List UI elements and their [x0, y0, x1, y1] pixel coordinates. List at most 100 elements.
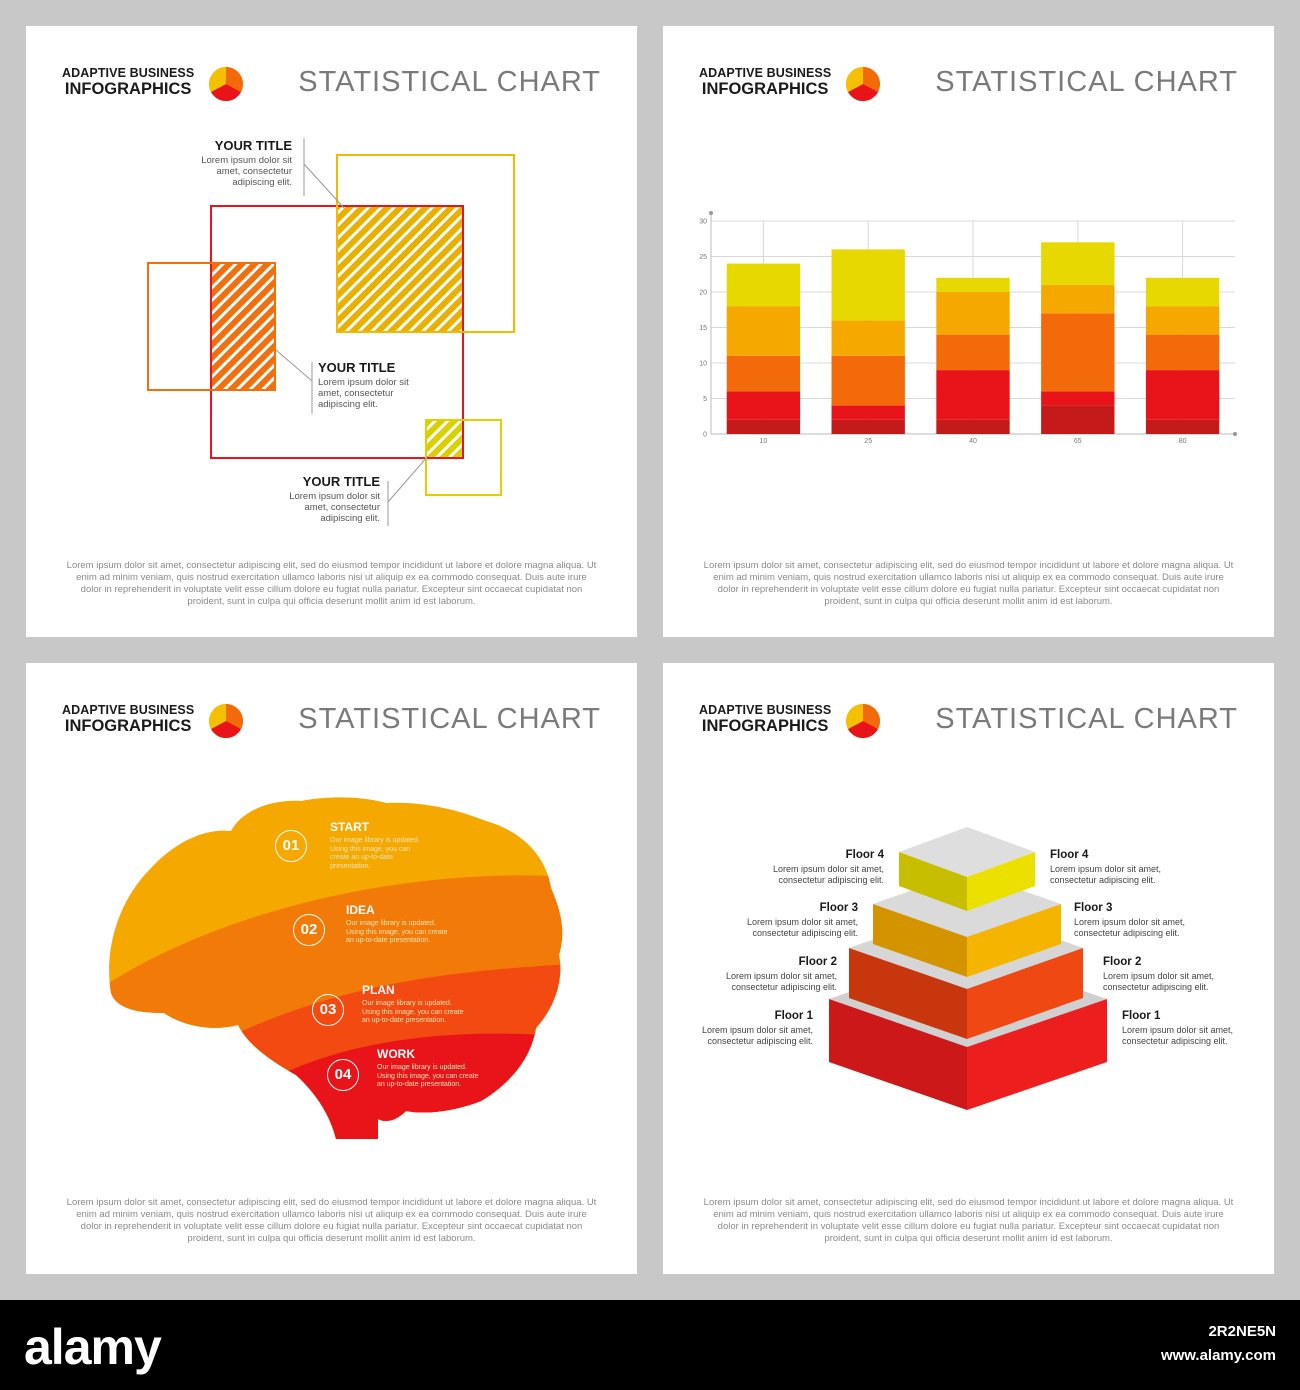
watermark-info: 2R2NE5N www.alamy.com [1161, 1320, 1276, 1368]
brand-title: ADAPTIVE BUSINESS INFOGRAPHICS [62, 703, 194, 735]
floor-2-right-label: Floor 2 [1103, 956, 1142, 968]
square-lime [425, 419, 502, 496]
bar-segment-10-2 [726, 355, 801, 392]
y-tick-label: 25 [699, 254, 707, 261]
y-tick-label: 0 [703, 432, 707, 439]
bar-segment-25-2 [831, 355, 905, 406]
bar-segment-40-2 [936, 334, 1010, 371]
step-2-label: IDEA [346, 903, 375, 917]
y-tick-label: 20 [699, 290, 707, 297]
floor-4-left-text: Lorem ipsum dolor sit amet, consectetur … [772, 864, 884, 885]
bar-segment-80-0 [1145, 419, 1220, 434]
bar-segment-80-1 [1145, 370, 1220, 420]
callout-3-text: Lorem ipsum dolor sit amet, consectetur … [289, 491, 380, 524]
watermark-band [0, 1300, 1300, 1390]
footer-text: Lorem ipsum dolor sit amet, consectetur … [66, 1197, 597, 1244]
overlap-hatch-lime [426, 420, 463, 458]
brain-diagram [109, 797, 563, 1139]
bar-segment-65-3 [1041, 284, 1115, 314]
bar-segment-10-3 [726, 306, 801, 356]
panel-overlap-squares: ADAPTIVE BUSINESS INFOGRAPHICS STATISTIC… [26, 26, 637, 637]
bar-segment-25-0 [831, 419, 905, 434]
footer-text: Lorem ipsum dolor sit amet, consectetur … [703, 1197, 1234, 1244]
callout-2-text: Lorem ipsum dolor sit amet, consectetur … [318, 377, 409, 410]
x-tick-label: 40 [969, 438, 977, 445]
watermark-site: www.alamy.com [1160, 1347, 1276, 1364]
brand-line1: ADAPTIVE BUSINESS [699, 703, 832, 717]
bar-segment-40-0 [936, 419, 1010, 434]
overlap-hatch-orange [211, 263, 275, 390]
floor-3-left-text: Lorem ipsum dolor sit amet, consectetur … [746, 917, 858, 938]
panel-stacked-bar: ADAPTIVE BUSINESS INFOGRAPHICS STATISTIC… [663, 26, 1274, 637]
brand-logo-icon [209, 67, 243, 101]
callout-3-title: YOUR TITLE [302, 474, 380, 489]
bar-segment-80-4 [1145, 277, 1220, 307]
bar-segment-40-3 [936, 292, 1010, 335]
footer-text: Lorem ipsum dolor sit amet, consectetur … [66, 560, 597, 607]
step-1-label: START [330, 820, 370, 834]
step-3-number: 03 [312, 994, 344, 1026]
step-4-number: 04 [327, 1059, 359, 1091]
brand-line2: INFOGRAPHICS [64, 80, 192, 98]
y-tick-label: 15 [699, 325, 707, 332]
x-tick-label: 25 [864, 438, 872, 445]
brand-logo-icon [209, 704, 243, 738]
floor-2-left-label: Floor 2 [798, 956, 837, 968]
watermark-logo: alamy [24, 1319, 162, 1375]
pyramid-diagram [829, 827, 1107, 1110]
y-tick-label: 10 [699, 361, 707, 368]
bar-segment-65-0 [1041, 405, 1115, 434]
floor-3-left-label: Floor 3 [819, 902, 858, 914]
bar-segment-25-4 [831, 249, 905, 321]
bar-segment-80-2 [1145, 334, 1220, 371]
bar-segment-40-4 [936, 277, 1010, 292]
floor-2-right-text: Lorem ipsum dolor sit amet, consectetur … [1103, 971, 1215, 992]
brand-line2: INFOGRAPHICS [701, 80, 829, 98]
x-tick-label: 65 [1074, 438, 1082, 445]
overlap-diagram [147, 138, 515, 526]
step-3-text: Our image library is updated. Using this… [362, 1000, 464, 1024]
page-title: STATISTICAL CHART [298, 703, 601, 735]
overlap-hatch-yellow [337, 206, 463, 331]
watermark-image-id: 2R2NE5N [1208, 1323, 1276, 1340]
brand-logo-icon [846, 67, 880, 101]
y-axis-cap [709, 211, 713, 215]
brand-logo-icon [846, 704, 880, 738]
y-tick-label: 30 [699, 219, 707, 226]
brand-line1: ADAPTIVE BUSINESS [699, 66, 832, 80]
floor-3-right-text: Lorem ipsum dolor sit amet, consectetur … [1074, 917, 1186, 938]
brand-line2: INFOGRAPHICS [64, 717, 192, 735]
floor-4-right-text: Lorem ipsum dolor sit amet, consectetur … [1050, 864, 1162, 885]
floor-4-left-label: Floor 4 [845, 849, 884, 861]
page-title: STATISTICAL CHART [298, 66, 601, 98]
page-title: STATISTICAL CHART [935, 66, 1238, 98]
step-1-number: 01 [275, 830, 307, 862]
pyramid-floor-4 [899, 827, 1035, 911]
stacked-bar-chart: 0 5 10 15 20 25 30 10 25 40 65 80 [699, 211, 1237, 445]
callout-1-text: Lorem ipsum dolor sit amet, consectetur … [201, 155, 292, 188]
x-tick-label: 80 [1179, 438, 1187, 445]
panel-pyramid: ADAPTIVE BUSINESS INFOGRAPHICS STATISTIC… [663, 663, 1274, 1274]
bar-segment-10-4 [726, 263, 801, 307]
brand-title: ADAPTIVE BUSINESS INFOGRAPHICS [699, 66, 831, 98]
floor-1-right-text: Lorem ipsum dolor sit amet, consectetur … [1122, 1025, 1234, 1046]
floor-1-left-label: Floor 1 [774, 1010, 813, 1022]
floor-1-left-text: Lorem ipsum dolor sit amet, consectetur … [701, 1025, 813, 1046]
brand-line1: ADAPTIVE BUSINESS [62, 66, 195, 80]
step-2-number: 02 [293, 914, 325, 946]
bar-segment-65-1 [1041, 391, 1115, 406]
floor-3-right-label: Floor 3 [1074, 902, 1113, 914]
callout-2-title: YOUR TITLE [318, 360, 396, 375]
brand-line1: ADAPTIVE BUSINESS [62, 703, 195, 717]
bar-segment-10-0 [726, 419, 801, 434]
square-yellow [336, 154, 515, 333]
step-4-label: WORK [377, 1047, 415, 1061]
bar-segment-10-1 [726, 391, 801, 420]
brand-line2: INFOGRAPHICS [701, 717, 829, 735]
x-axis-cap [1233, 432, 1237, 436]
callout-1-title: YOUR TITLE [214, 138, 292, 153]
step-3-label: PLAN [362, 983, 395, 997]
floor-2-left-text: Lorem ipsum dolor sit amet, consectetur … [725, 971, 837, 992]
floor-1-right-label: Floor 1 [1122, 1010, 1161, 1022]
brand-title: ADAPTIVE BUSINESS INFOGRAPHICS [699, 703, 831, 735]
